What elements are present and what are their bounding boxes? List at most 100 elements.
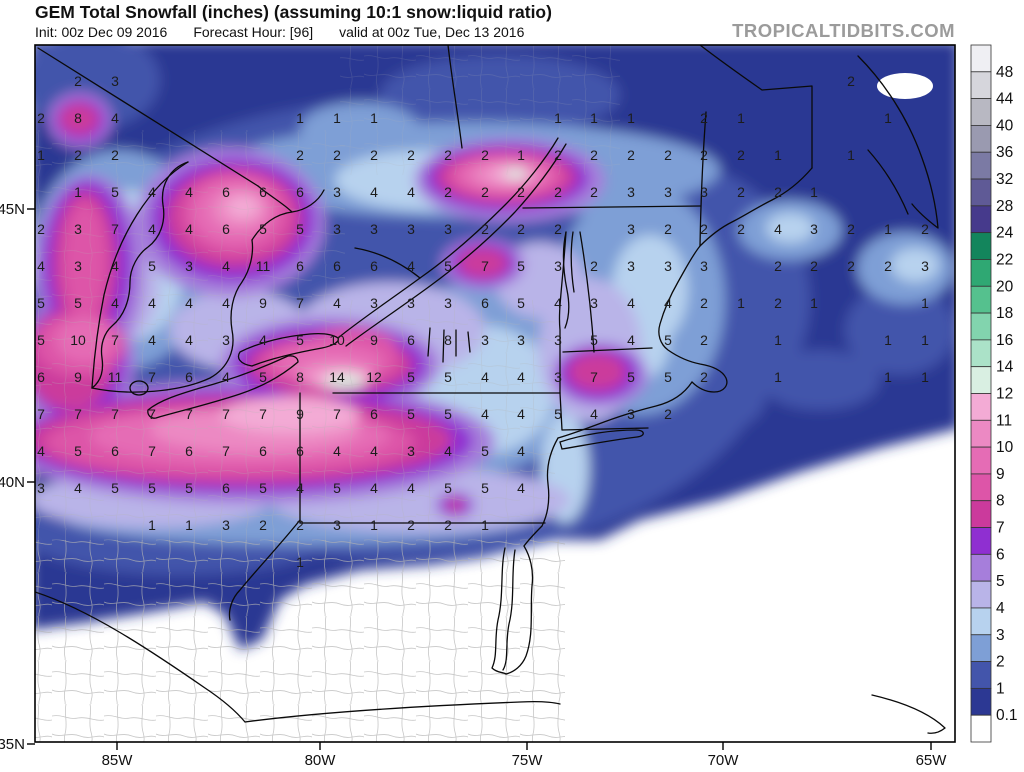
snowfall-value: 3	[74, 221, 82, 237]
snowfall-value: 2	[700, 110, 708, 126]
snowfall-value: 4	[111, 258, 119, 274]
county-lines-south	[35, 540, 565, 742]
snowfall-value: 1	[847, 147, 855, 163]
colorbar-tick-label: 2	[996, 654, 1005, 671]
snowfall-value: 1	[185, 517, 193, 533]
forecast-hour: Forecast Hour: [96]	[193, 24, 314, 40]
snowfall-value: 9	[296, 406, 304, 422]
snowfall-value: 4	[370, 184, 378, 200]
snowfall-value: 1	[481, 517, 489, 533]
snowfall-value: 2	[517, 221, 525, 237]
snowfall-value: 5	[259, 369, 267, 385]
map-fill-layers: 2 3 22 8 4 1 1 1 1 1 1 2 1 11 2 2 2 2 2 2 2 2 1 2 2 2 2 2 2 1 11 5 4 4 6 6 6…	[35, 45, 955, 742]
snowfall-value: 2	[847, 221, 855, 237]
snowfall-value: 3	[921, 258, 929, 274]
snowfall-value: 3	[664, 184, 672, 200]
colorbar: 4844403632282422201816141211109876543210…	[970, 44, 1018, 743]
snowfall-value: 4	[774, 221, 782, 237]
snowfall-value: 4	[517, 369, 525, 385]
snowfall-value: 8	[444, 332, 452, 348]
snowfall-value: 2	[921, 221, 929, 237]
snowfall-value: 4	[111, 295, 119, 311]
lat-tick-label: 45N	[0, 201, 25, 218]
lon-tick-label: 65W	[916, 752, 948, 769]
snowfall-value: 3	[370, 295, 378, 311]
snowfall-value: 3	[627, 184, 635, 200]
county-lines-quebec	[340, 45, 620, 175]
colorbar-tick-label: 44	[996, 91, 1014, 108]
snowfall-value: 7	[296, 295, 304, 311]
snowfall-value: 3	[222, 332, 230, 348]
snowfall-value: 2	[554, 221, 562, 237]
snowfall-value: 2	[407, 517, 415, 533]
colorbar-tick-label: 0.1	[996, 707, 1018, 724]
snowfall-value: 7	[74, 406, 82, 422]
snowfall-value: 2	[810, 258, 818, 274]
snowfall-value: 4	[185, 221, 193, 237]
snowfall-value: 2	[590, 258, 598, 274]
colorbar-segment	[970, 366, 992, 394]
colorbar-segment	[970, 687, 992, 716]
snowfall-value: 2	[37, 221, 45, 237]
colorbar-segment	[970, 661, 992, 689]
snowfall-value: 2	[517, 184, 525, 200]
snowfall-value: 3	[111, 73, 119, 89]
snowfall-value: 7	[222, 406, 230, 422]
colorbar-tick-label: 6	[996, 546, 1005, 563]
snowfall-value: 4	[517, 480, 525, 496]
snowfall-value: 1	[884, 369, 892, 385]
snowfall-value: 3	[627, 221, 635, 237]
snowfall-value: 5	[444, 406, 452, 422]
snowfall-value: 5	[111, 184, 119, 200]
snowfall-value: 5	[333, 480, 341, 496]
snowfall-value: 6	[259, 184, 267, 200]
snowfall-value: 7	[148, 406, 156, 422]
snowfall-value: 4	[296, 480, 304, 496]
snowfall-value: 6	[222, 480, 230, 496]
colorbar-tick-label: 20	[996, 278, 1014, 295]
snowfall-value: 1	[774, 369, 782, 385]
snowfall-value: 6	[111, 443, 119, 459]
colorbar-segment	[970, 473, 992, 502]
snowfall-value: 1	[370, 517, 378, 533]
colorbar-tick-label: 9	[996, 466, 1005, 483]
snowfall-value: 2	[590, 147, 598, 163]
colorbar-segment	[970, 419, 992, 448]
axis-labels: 45N 40N 35N 85W 80W 75W 70W 65W	[0, 201, 947, 769]
snowfall-value: 3	[627, 406, 635, 422]
snowfall-value: 4	[590, 406, 598, 422]
snowfall-value: 2	[554, 147, 562, 163]
snowfall-value: 4	[148, 295, 156, 311]
snowfall-value: 2	[774, 184, 782, 200]
snowfall-value: 3	[517, 332, 525, 348]
snowfall-value: 5	[444, 258, 452, 274]
snowfall-value: 1	[737, 110, 745, 126]
snowfall-value: 3	[407, 295, 415, 311]
snowfall-value: 4	[407, 480, 415, 496]
page-title: GEM Total Snowfall (inches) (assuming 10…	[35, 2, 552, 22]
snowfall-value: 3	[554, 332, 562, 348]
colorbar-segment	[970, 285, 992, 314]
colorbar-segment	[970, 553, 992, 582]
snowfall-value: 5	[259, 480, 267, 496]
lat-tick-label: 40N	[0, 474, 25, 491]
snowfall-value: 3	[444, 295, 452, 311]
snowfall-value: 2	[847, 73, 855, 89]
snowfall-value: 9	[259, 295, 267, 311]
snowfall-value: 9	[74, 369, 82, 385]
snowfall-value: 5	[481, 480, 489, 496]
snowfall-value: 4	[554, 295, 562, 311]
snowfall-value: 2	[700, 221, 708, 237]
snowfall-value: 1	[884, 110, 892, 126]
colorbar-segment	[970, 98, 992, 126]
lon-tick-label: 75W	[512, 752, 544, 769]
snowfall-value: 4	[222, 295, 230, 311]
colorbar-segment	[970, 500, 992, 528]
snowfall-value: 3	[370, 221, 378, 237]
snowfall-value: 7	[590, 369, 598, 385]
snowfall-value: 1	[810, 184, 818, 200]
snowfall-value: 3	[185, 258, 193, 274]
colorbar-tick-label: 14	[996, 359, 1014, 376]
snowfall-value: 3	[444, 221, 452, 237]
